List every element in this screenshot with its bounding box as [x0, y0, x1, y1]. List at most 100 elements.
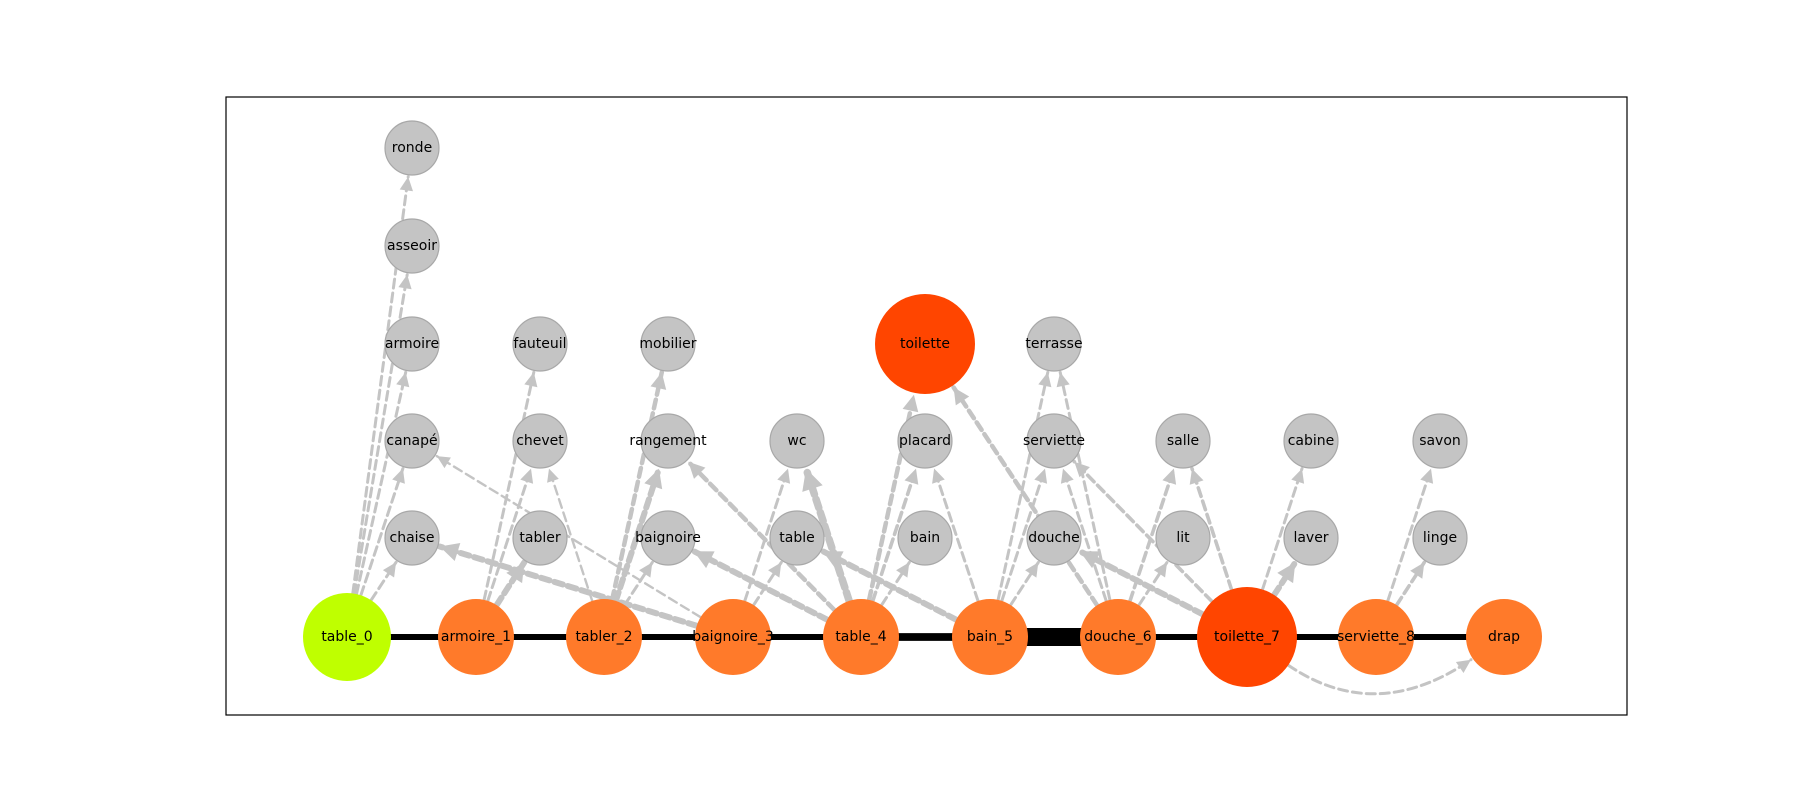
node-label: armoire_1 [441, 629, 511, 645]
node-savon[interactable]: savon [1412, 413, 1468, 469]
node-label: fauteuil [513, 336, 566, 352]
arrowhead-bain_5-placard [932, 468, 945, 484]
assoc-edge-table_4-wc [802, 464, 853, 605]
node-placard[interactable]: placard [897, 413, 953, 469]
node-circle [512, 510, 568, 566]
node-lit[interactable]: lit [1155, 510, 1211, 566]
assoc-edge-bain_5-table [819, 548, 960, 623]
node-circle [875, 294, 975, 394]
arrowhead-bain_5-terrasse [1038, 372, 1052, 388]
arrowhead-bain_5-douche [1025, 562, 1039, 578]
arrowhead-toilette_7-laver [1277, 562, 1296, 584]
node-rangement[interactable]: rangement [629, 413, 707, 469]
arrowhead-baignoire_3-canape [436, 456, 451, 469]
assoc-edge-toilette_7-cabine [1261, 467, 1304, 591]
arrowhead-table_0-chaise [382, 562, 397, 578]
arrowhead-table_4-placard [904, 468, 919, 485]
node-douche_6[interactable]: douche_6 [1080, 599, 1156, 675]
node-circle [640, 413, 696, 469]
assoc-edge-table_4-baignoire [690, 548, 831, 623]
node-canape[interactable]: canapé [384, 413, 440, 469]
node-label: wc [787, 433, 806, 449]
node-salle[interactable]: salle [1155, 413, 1211, 469]
arrowhead-table_4-bain [896, 562, 910, 578]
node-circle [1412, 413, 1468, 469]
node-label: drap [1488, 629, 1520, 645]
node-mobilier[interactable]: mobilier [639, 316, 697, 372]
node-fauteuil[interactable]: fauteuil [512, 316, 568, 372]
node-laver[interactable]: laver [1283, 510, 1339, 566]
node-baignoire_3[interactable]: baignoire_3 [692, 599, 774, 675]
arrowhead-douche_6-toilette [953, 387, 970, 406]
node-terrasse[interactable]: terrasse [1025, 316, 1083, 372]
arrowhead-table_0-canape [392, 468, 405, 484]
node-linge[interactable]: linge [1412, 510, 1468, 566]
arrowhead-baignoire_3-wc [777, 468, 791, 484]
assoc-edge-toilette_7-serviette [1072, 459, 1214, 604]
node-circle [512, 316, 568, 372]
node-circle [1026, 413, 1082, 469]
arrowhead-table_4-toilette [902, 394, 919, 413]
node-label: table [779, 530, 814, 546]
node-circle [384, 510, 440, 566]
arrowhead-douche_6-salle [1162, 468, 1177, 485]
node-serviette[interactable]: serviette [1023, 413, 1085, 469]
node-label: serviette_8 [1337, 629, 1415, 645]
arrowhead-bain_5-serviette [1034, 468, 1048, 484]
node-circle [640, 316, 696, 372]
node-baignoire[interactable]: baignoire [635, 510, 701, 566]
node-wc[interactable]: wc [769, 413, 825, 469]
node-circle [1026, 510, 1082, 566]
node-circle [952, 599, 1028, 675]
node-label: tabler_2 [575, 629, 632, 645]
node-chevet[interactable]: chevet [512, 413, 568, 469]
assoc-edge-serviette_8-savon [1386, 467, 1433, 603]
node-circle [1197, 587, 1297, 687]
arrowhead-table_4-wc [802, 468, 823, 492]
node-circle [384, 413, 440, 469]
node-asseoir[interactable]: asseoir [384, 218, 440, 274]
node-bain[interactable]: bain [897, 510, 953, 566]
arrowhead-armoire_1-fauteuil [524, 372, 538, 388]
assoc-edge-table_4-rangement [686, 459, 837, 613]
arrowhead-armoire_1-chevet [520, 468, 534, 484]
node-circle [1080, 599, 1156, 675]
node-chaise[interactable]: chaise [384, 510, 440, 566]
arrowhead-douche_6-lit [1153, 562, 1168, 578]
node-cabine[interactable]: cabine [1283, 413, 1339, 469]
node-serviette_8[interactable]: serviette_8 [1337, 599, 1415, 675]
plot-frame [225, 96, 1628, 716]
node-armoire_1[interactable]: armoire_1 [438, 599, 514, 675]
node-table_4[interactable]: table_4 [823, 599, 899, 675]
assoc-edge-baignoire_3-canape [435, 454, 702, 619]
node-douche[interactable]: douche [1026, 510, 1082, 566]
node-tabler[interactable]: tabler [512, 510, 568, 566]
node-label: terrasse [1025, 336, 1082, 352]
node-label: savon [1419, 433, 1461, 449]
arrowhead-serviette_8-savon [1420, 468, 1434, 484]
arrowhead-baignoire_3-chaise [439, 543, 461, 561]
node-ronde[interactable]: ronde [384, 120, 440, 176]
node-toilette_7[interactable]: toilette_7 [1197, 587, 1297, 687]
arrowhead-table_4-baignoire [693, 551, 715, 569]
assoc-edge-douche_6-toilette [951, 385, 1100, 608]
node-toilette[interactable]: toilette [875, 294, 975, 394]
node-label: baignoire_3 [692, 629, 774, 645]
node-circle [384, 316, 440, 372]
assoc-edge-toilette_7-drap [1286, 658, 1473, 696]
node-label: canapé [386, 433, 437, 449]
node-table_0[interactable]: table_0 [303, 593, 391, 681]
node-label: toilette [900, 336, 950, 352]
node-table[interactable]: table [769, 510, 825, 566]
node-bain_5[interactable]: bain_5 [952, 599, 1028, 675]
node-tabler_2[interactable]: tabler_2 [566, 599, 642, 675]
node-circle [640, 510, 696, 566]
node-armoire[interactable]: armoire [384, 316, 440, 372]
assoc-edge-douche_6-terrasse [1058, 370, 1112, 602]
node-label: linge [1423, 530, 1457, 546]
node-drap[interactable]: drap [1466, 599, 1542, 675]
assoc-edge-armoire_1-chevet [486, 467, 533, 603]
node-label: armoire [385, 336, 439, 352]
arrowhead-toilette_7-douche [1079, 551, 1101, 569]
